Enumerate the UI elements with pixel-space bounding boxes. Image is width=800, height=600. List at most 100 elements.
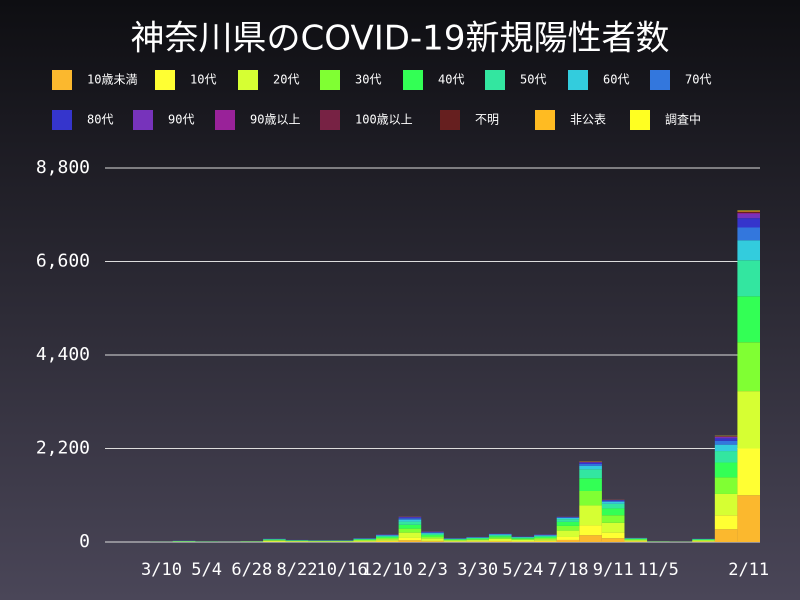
legend-label: 不明 bbox=[475, 113, 499, 127]
bar-segment bbox=[263, 540, 286, 542]
bar-segment bbox=[376, 535, 399, 537]
bar-segment bbox=[714, 493, 738, 516]
legend-label: 90代 bbox=[168, 113, 194, 127]
bar-segment bbox=[398, 517, 422, 519]
bar-segment bbox=[398, 537, 422, 541]
bar-segment bbox=[601, 522, 625, 533]
y-tick-label: 4,400 bbox=[36, 344, 90, 365]
y-tick-label: 6,600 bbox=[36, 251, 90, 272]
x-tick-label: 2/11 bbox=[728, 560, 769, 580]
bar-segment bbox=[488, 540, 512, 542]
bar-segment bbox=[488, 538, 512, 541]
bar-segment bbox=[737, 391, 760, 449]
x-tick-label: 12/10 bbox=[362, 560, 413, 580]
bar-segment bbox=[714, 451, 738, 463]
bar-segment bbox=[601, 500, 625, 501]
bar-segment bbox=[579, 491, 602, 506]
legend-swatch bbox=[215, 110, 235, 130]
legend-swatch bbox=[403, 70, 423, 90]
legend-swatch bbox=[440, 110, 460, 130]
bar-segment bbox=[556, 536, 580, 540]
bar-segment bbox=[285, 541, 309, 542]
legend-label: 40代 bbox=[438, 73, 464, 87]
bar-segment bbox=[376, 535, 399, 536]
bar-segment bbox=[624, 540, 648, 542]
bar-segment bbox=[737, 296, 760, 343]
legend-swatch bbox=[238, 70, 258, 90]
bar-segment bbox=[488, 537, 512, 539]
bar-segment bbox=[263, 539, 286, 541]
legend-swatch bbox=[320, 70, 340, 90]
bar-segment bbox=[579, 535, 602, 542]
bar-segment bbox=[534, 536, 557, 539]
bar-segment bbox=[579, 465, 602, 470]
bar-segment bbox=[737, 210, 760, 212]
bar-segment bbox=[601, 503, 625, 509]
bar-segment bbox=[488, 536, 512, 538]
bar-segment bbox=[421, 532, 444, 534]
bar-segment bbox=[398, 524, 422, 529]
x-tick-label: 10/16 bbox=[317, 560, 368, 580]
bar-segment bbox=[692, 540, 715, 541]
bar-segment bbox=[511, 539, 535, 540]
bar-segment bbox=[556, 517, 580, 520]
bar-segment bbox=[556, 539, 580, 542]
bar-segment bbox=[398, 516, 422, 518]
x-tick-label: 2/3 bbox=[417, 560, 448, 580]
bar-segment bbox=[466, 541, 489, 542]
bar-segment bbox=[534, 535, 557, 536]
legend-label: 30代 bbox=[355, 73, 381, 87]
bar-segment bbox=[737, 211, 760, 213]
bar-segment bbox=[488, 541, 512, 542]
bar-segment bbox=[737, 448, 760, 496]
bar-segment bbox=[714, 438, 738, 441]
bar-segment bbox=[737, 212, 760, 214]
bar-segment bbox=[421, 538, 444, 541]
bar-segment bbox=[737, 260, 760, 297]
bar-segment bbox=[601, 538, 625, 542]
bar-segment bbox=[714, 436, 738, 437]
bar-segment bbox=[511, 541, 535, 542]
bar-segment bbox=[556, 517, 580, 518]
bar-segment bbox=[714, 462, 738, 478]
x-tick-label: 7/18 bbox=[548, 560, 589, 580]
bar-segment bbox=[737, 218, 760, 228]
legend-label: 非公表 bbox=[570, 113, 606, 127]
bar-segment bbox=[579, 464, 602, 466]
bar-segment bbox=[488, 535, 512, 537]
bar-segment bbox=[443, 539, 467, 541]
legend-swatch bbox=[485, 70, 505, 90]
bar-segment bbox=[579, 505, 602, 526]
bar-segment bbox=[421, 534, 444, 537]
bar-segment bbox=[488, 534, 512, 536]
legend-label: 80代 bbox=[87, 113, 113, 127]
bar-segment bbox=[579, 462, 602, 463]
legend-label: 90歳以上 bbox=[250, 113, 300, 127]
x-tick-label: 3/30 bbox=[457, 560, 498, 580]
y-tick-label: 8,800 bbox=[36, 157, 90, 178]
legend-label: 70代 bbox=[685, 73, 711, 87]
bar-segment bbox=[579, 478, 602, 491]
x-tick-label: 5/4 bbox=[191, 560, 222, 580]
x-tick-label: 11/5 bbox=[638, 560, 679, 580]
bar-segment bbox=[601, 532, 625, 539]
legend-swatch bbox=[630, 110, 650, 130]
legend-swatch bbox=[568, 70, 588, 90]
legend-label: 10歳未満 bbox=[87, 73, 137, 87]
x-tick-label: 5/24 bbox=[502, 560, 543, 580]
bar-segment bbox=[624, 539, 648, 541]
bar-segment bbox=[353, 539, 377, 541]
chart-title: 神奈川県のCOVID-19新規陽性者数 bbox=[131, 19, 670, 59]
bar-segment bbox=[737, 240, 760, 261]
bar-segment bbox=[737, 495, 760, 542]
bar-segment bbox=[398, 528, 422, 533]
legend-label: 調査中 bbox=[665, 112, 701, 127]
bar-segment bbox=[421, 536, 444, 539]
legend-label: 50代 bbox=[520, 73, 546, 87]
bar-segment bbox=[376, 541, 399, 542]
bar-segment bbox=[624, 541, 648, 542]
bar-segment bbox=[737, 342, 760, 392]
bar-segment bbox=[398, 540, 422, 542]
legend-label: 10代 bbox=[190, 73, 216, 87]
bar-segment bbox=[376, 536, 399, 539]
